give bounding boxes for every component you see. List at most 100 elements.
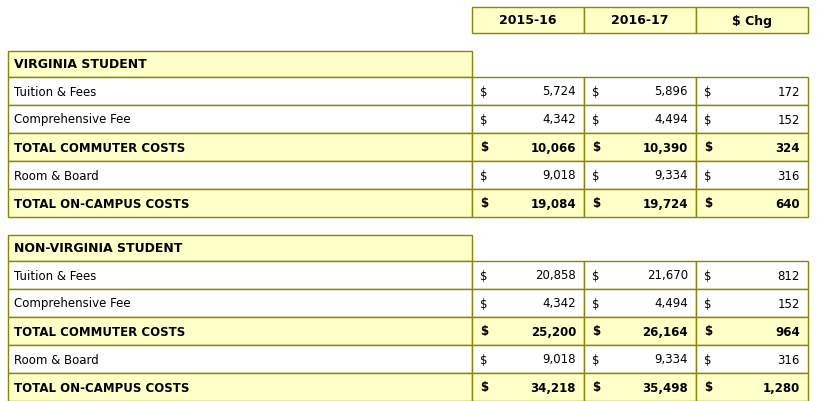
Bar [8,162,472,190]
Bar [472,261,583,289]
Text: 34,218: 34,218 [530,381,575,393]
Text: $: $ [704,169,711,182]
Text: $: $ [704,325,711,338]
Bar [8,190,472,217]
Text: 316: 316 [776,352,799,366]
Text: $: $ [479,113,487,126]
Bar [695,317,807,345]
Text: 2015-16: 2015-16 [499,14,556,27]
Text: 25,200: 25,200 [530,325,575,338]
Text: $: $ [591,85,599,98]
Text: 9,334: 9,334 [654,352,687,366]
Bar [583,289,695,317]
Bar [695,78,807,106]
Bar [695,190,807,217]
Text: 21,670: 21,670 [646,269,687,282]
Text: 26,164: 26,164 [641,325,687,338]
Text: $: $ [591,113,599,126]
Text: 316: 316 [776,169,799,182]
Bar [472,289,583,317]
Text: $: $ [704,381,711,393]
Text: $: $ [704,141,711,154]
Bar [8,345,472,373]
Bar [8,317,472,345]
Text: NON-VIRGINIA STUDENT: NON-VIRGINIA STUDENT [14,242,182,255]
Bar [695,106,807,134]
Text: $: $ [591,325,600,338]
Text: 5,724: 5,724 [541,85,575,98]
Bar [472,162,583,190]
Text: 152: 152 [776,113,799,126]
Bar [583,190,695,217]
Text: 4,494: 4,494 [654,113,687,126]
Bar [472,8,583,34]
Bar [583,78,695,106]
Text: $: $ [704,85,711,98]
Bar [8,235,472,261]
Bar [8,106,472,134]
Text: 4,342: 4,342 [541,297,575,310]
Bar [472,78,583,106]
Bar [695,373,807,401]
Text: 1,280: 1,280 [762,381,799,393]
Text: $: $ [479,325,487,338]
Text: $ Chg: $ Chg [731,14,771,27]
Text: 2016-17: 2016-17 [610,14,668,27]
Bar [695,345,807,373]
Text: 9,018: 9,018 [542,169,575,182]
Text: $: $ [479,297,487,310]
Bar [472,317,583,345]
Text: 5,896: 5,896 [654,85,687,98]
Text: 20,858: 20,858 [535,269,575,282]
Text: Tuition & Fees: Tuition & Fees [14,85,97,98]
Text: 9,334: 9,334 [654,169,687,182]
Bar [583,106,695,134]
Text: 19,724: 19,724 [642,197,687,210]
Text: $: $ [591,269,599,282]
Text: $: $ [479,269,487,282]
Text: Tuition & Fees: Tuition & Fees [14,269,97,282]
Text: 9,018: 9,018 [542,352,575,366]
Bar [583,373,695,401]
Text: $: $ [704,297,711,310]
Text: TOTAL ON-CAMPUS COSTS: TOTAL ON-CAMPUS COSTS [14,197,189,210]
Text: 35,498: 35,498 [641,381,687,393]
Text: $: $ [591,141,600,154]
Bar [472,106,583,134]
Text: $: $ [704,269,711,282]
Text: TOTAL COMMUTER COSTS: TOTAL COMMUTER COSTS [14,325,185,338]
Text: 964: 964 [774,325,799,338]
Text: $: $ [591,169,599,182]
Text: 812: 812 [776,269,799,282]
Text: Comprehensive Fee: Comprehensive Fee [14,113,130,126]
Text: 4,342: 4,342 [541,113,575,126]
Text: Room & Board: Room & Board [14,169,98,182]
Bar [472,190,583,217]
Bar [583,134,695,162]
Bar [8,289,472,317]
Bar [8,261,472,289]
Bar [695,289,807,317]
Text: $: $ [591,197,600,210]
Text: VIRGINIA STUDENT: VIRGINIA STUDENT [14,59,147,71]
Bar [695,162,807,190]
Bar [695,261,807,289]
Text: 152: 152 [776,297,799,310]
Text: $: $ [479,352,487,366]
Bar [583,261,695,289]
Bar [583,345,695,373]
Text: $: $ [704,197,711,210]
Text: $: $ [479,141,487,154]
Text: 4,494: 4,494 [654,297,687,310]
Bar [583,8,695,34]
Text: $: $ [591,381,600,393]
Text: $: $ [591,352,599,366]
Text: 172: 172 [776,85,799,98]
Bar [472,345,583,373]
Bar [472,373,583,401]
Text: 10,066: 10,066 [530,141,575,154]
Text: TOTAL ON-CAMPUS COSTS: TOTAL ON-CAMPUS COSTS [14,381,189,393]
Text: $: $ [479,197,487,210]
Text: TOTAL COMMUTER COSTS: TOTAL COMMUTER COSTS [14,141,185,154]
Bar [583,162,695,190]
